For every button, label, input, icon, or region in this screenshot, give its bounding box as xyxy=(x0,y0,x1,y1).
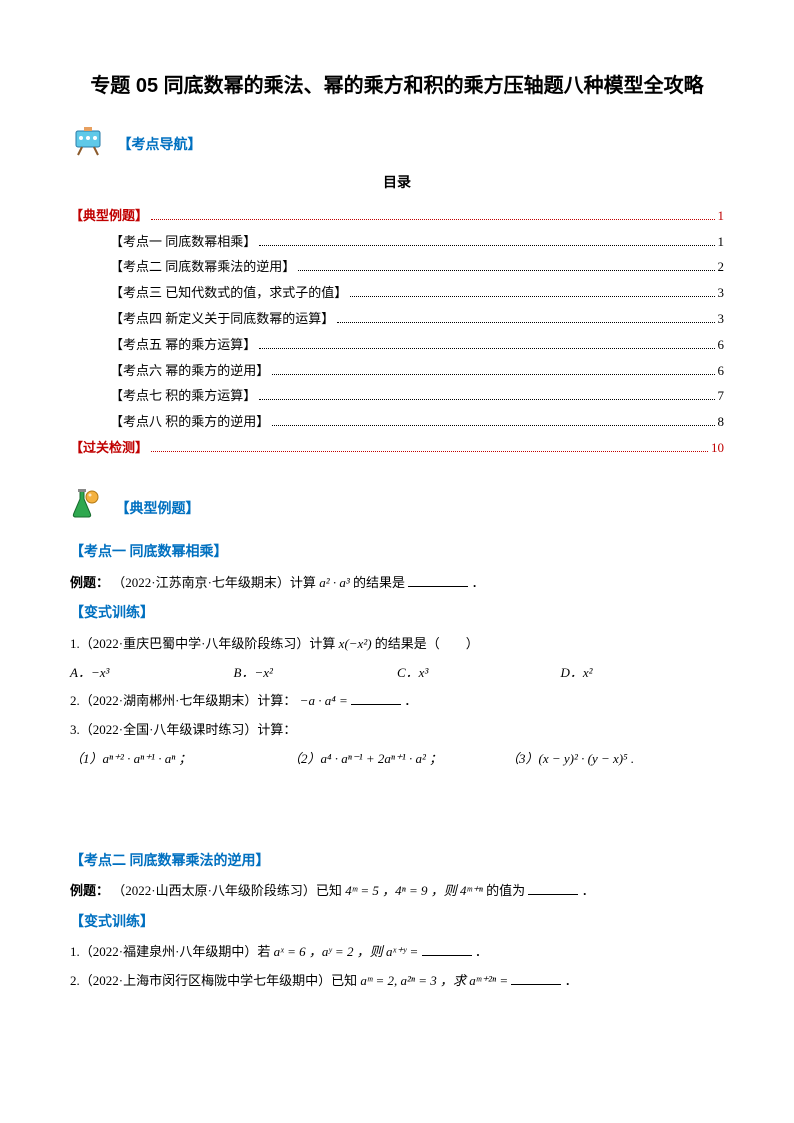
toc-dots xyxy=(259,399,714,400)
toc-row[interactable]: 【考点八 积的乘方的逆用】 8 xyxy=(70,412,724,433)
toc-label: 【考点七 积的乘方运算】 xyxy=(110,386,256,407)
examples-heading: 【典型例题】 xyxy=(116,497,200,519)
toc-row[interactable]: 【考点五 幂的乘方运算】 6 xyxy=(70,335,724,356)
p2-q2-pre: 2.（2022·上海市闵行区梅陇中学七年级期中）已知 xyxy=(70,973,360,988)
toc-label: 【考点五 幂的乘方运算】 xyxy=(110,335,256,356)
p1-q1-pre: 1.（2022·重庆巴蜀中学·八年级阶段练习）计算 xyxy=(70,636,339,651)
opt-b-text: B．−x² xyxy=(234,665,273,680)
p1-q2-math: −a · a⁴ = xyxy=(300,693,348,708)
toc-page: 10 xyxy=(711,438,724,459)
toc-label: 【考点一 同底数幂相乘】 xyxy=(110,232,256,253)
p2-variant-label: 【变式训练】 xyxy=(70,912,724,934)
toc-label: 【考点八 积的乘方的逆用】 xyxy=(110,412,269,433)
p1-q3-pre: 3.（2022·全国·八年级课时练习）计算： xyxy=(70,722,296,737)
p1-q2: 2.（2022·湖南郴州·七年级期末）计算： −a · a⁴ = ． xyxy=(70,691,724,712)
toc-title: 目录 xyxy=(70,173,724,195)
toc-label: 【考点四 新定义关于同底数幂的运算】 xyxy=(110,309,334,330)
p1-q1-options: A．−x³ B．−x² C．x³ D．x² xyxy=(70,663,724,684)
toc-dots xyxy=(151,451,708,452)
p1-example-src: （2022·江苏南京·七年级期末）计算 xyxy=(112,575,319,590)
p1-example-tail: 的结果是 xyxy=(353,575,405,590)
p1-q1-math: x(−x²) xyxy=(339,636,372,651)
toc-dots xyxy=(272,374,714,375)
toc-page: 1 xyxy=(718,232,725,253)
toc-row[interactable]: 【考点三 已知代数式的值，求式子的值】 3 xyxy=(70,283,724,304)
opt-c: C．x³ xyxy=(397,663,561,684)
toc-label: 【典型例题】 xyxy=(70,206,148,227)
blank xyxy=(422,942,472,956)
toc-dots xyxy=(259,348,714,349)
toc-label: 【考点三 已知代数式的值，求式子的值】 xyxy=(110,283,347,304)
p1-q3-sub3: （3）(x − y)² · (y − x)⁵ . xyxy=(506,751,634,766)
toc-row[interactable]: 【考点七 积的乘方运算】 7 xyxy=(70,386,724,407)
toc-dots xyxy=(350,296,714,297)
opt-d: D．x² xyxy=(561,663,725,684)
p2-q1: 1.（2022·福建泉州·八年级期中）若 aˣ = 6 ，aʸ = 2 ，则 a… xyxy=(70,942,724,963)
toc-block: 【典型例题】 1 【考点一 同底数幂相乘】 1 【考点二 同底数幂乘法的逆用】 2 【考点三… xyxy=(70,206,724,459)
nav-heading-row: 【考点导航】 xyxy=(70,127,724,165)
blank xyxy=(528,881,578,895)
p2-example-src: （2022·山西太原·八年级阶段练习）已知 xyxy=(112,883,345,898)
p2-q1-math: aˣ = 6 ，aʸ = 2 ，则 aˣ⁺ʸ = xyxy=(274,944,419,959)
toc-dots xyxy=(272,425,714,426)
p1-q1: 1.（2022·重庆巴蜀中学·八年级阶段练习）计算 x(−x²) 的结果是（ ） xyxy=(70,634,724,655)
toc-row[interactable]: 【考点四 新定义关于同底数幂的运算】 3 xyxy=(70,309,724,330)
p1-q3: 3.（2022·全国·八年级课时练习）计算： xyxy=(70,720,724,741)
toc-page: 6 xyxy=(718,361,725,382)
toc-row[interactable]: 【典型例题】 1 xyxy=(70,206,724,227)
toc-row[interactable]: 【考点六 幂的乘方的逆用】 6 xyxy=(70,361,724,382)
p2-q1-pre: 1.（2022·福建泉州·八年级期中）若 xyxy=(70,944,274,959)
p1-example-label: 例题： xyxy=(70,575,109,590)
blank xyxy=(351,691,401,705)
p1-q3-sub: （1）aⁿ⁺² · aⁿ⁺¹ · aⁿ ； （2）a⁴ · aⁿ⁻¹ + 2aⁿ… xyxy=(70,749,724,770)
p2-example-label: 例题： xyxy=(70,883,109,898)
p2-q2: 2.（2022·上海市闵行区梅陇中学七年级期中）已知 aᵐ = 2, a²ⁿ =… xyxy=(70,971,724,992)
toc-page: 3 xyxy=(718,309,725,330)
blank xyxy=(511,971,561,985)
toc-row[interactable]: 【考点一 同底数幂相乘】 1 xyxy=(70,232,724,253)
opt-a-text: A．−x³ xyxy=(70,665,109,680)
board-icon xyxy=(70,127,106,165)
toc-row[interactable]: 【过关检测】 10 xyxy=(70,438,724,459)
nav-label: 【考点导航】 xyxy=(118,135,202,157)
toc-dots xyxy=(259,245,714,246)
toc-dots xyxy=(298,270,714,271)
p1-q3-sub1: （1）aⁿ⁺² · aⁿ⁺¹ · aⁿ ； xyxy=(70,751,192,766)
point1-heading: 【考点一 同底数幂相乘】 xyxy=(70,542,724,564)
p1-variant-label: 【变式训练】 xyxy=(70,603,724,625)
blank xyxy=(408,573,468,587)
p2-example-tail: 的值为 xyxy=(486,883,525,898)
p2-example: 例题： （2022·山西太原·八年级阶段练习）已知 4ᵐ = 5 ，4ⁿ = 9… xyxy=(70,881,724,902)
point2-heading: 【考点二 同底数幂乘法的逆用】 xyxy=(70,851,724,873)
toc-page: 8 xyxy=(718,412,725,433)
examples-heading-row: 【典型例题】 xyxy=(70,489,724,527)
toc-page: 7 xyxy=(718,386,725,407)
toc-page: 1 xyxy=(718,206,725,227)
p1-q2-pre: 2.（2022·湖南郴州·七年级期末）计算： xyxy=(70,693,296,708)
toc-page: 6 xyxy=(718,335,725,356)
opt-c-text: C．x³ xyxy=(397,665,428,680)
toc-page: 2 xyxy=(718,257,725,278)
p1-example: 例题： （2022·江苏南京·七年级期末）计算 a² · a³ 的结果是 ． xyxy=(70,573,724,594)
p2-q2-math: aᵐ = 2, a²ⁿ = 3 ，求 aᵐ⁺²ⁿ = xyxy=(360,973,508,988)
p2-example-math: 4ᵐ = 5 ，4ⁿ = 9 ，则 4ᵐ⁺ⁿ xyxy=(345,883,483,898)
toc-dots xyxy=(151,219,714,220)
toc-label: 【考点六 幂的乘方的逆用】 xyxy=(110,361,269,382)
toc-page: 3 xyxy=(718,283,725,304)
toc-label: 【过关检测】 xyxy=(70,438,148,459)
flask-icon xyxy=(70,489,104,527)
opt-a: A．−x³ xyxy=(70,663,234,684)
p1-q3-sub2: （2）a⁴ · aⁿ⁻¹ + 2aⁿ⁺¹ · a² ； xyxy=(288,751,442,766)
p1-q1-tail: 的结果是（ ） xyxy=(375,636,479,651)
document-title: 专题 05 同底数幂的乘法、幂的乘方和积的乘方压轴题八种模型全攻略 xyxy=(70,70,724,102)
toc-row[interactable]: 【考点二 同底数幂乘法的逆用】 2 xyxy=(70,257,724,278)
toc-label: 【考点二 同底数幂乘法的逆用】 xyxy=(110,257,295,278)
opt-d-text: D．x² xyxy=(561,665,593,680)
p1-example-math: a² · a³ xyxy=(319,575,350,590)
toc-dots xyxy=(337,322,714,323)
spacer xyxy=(70,776,724,836)
opt-b: B．−x² xyxy=(234,663,398,684)
